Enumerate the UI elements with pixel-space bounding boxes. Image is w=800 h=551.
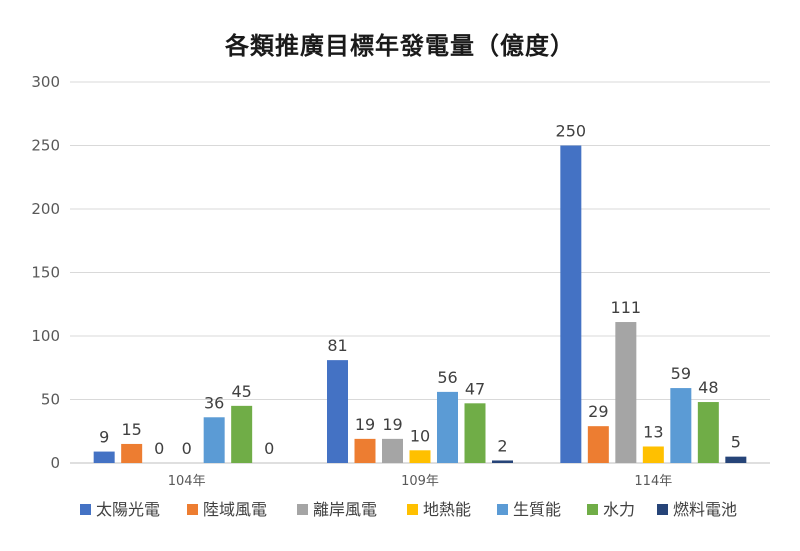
legend-swatch xyxy=(187,504,198,515)
x-tick-label: 109年 xyxy=(401,474,439,489)
legend-swatch xyxy=(497,504,508,515)
data-label: 47 xyxy=(465,379,485,398)
data-label: 9 xyxy=(99,428,109,447)
y-tick-label: 200 xyxy=(31,200,60,218)
bar xyxy=(93,451,115,463)
legend-swatch xyxy=(587,504,598,515)
data-label: 81 xyxy=(327,336,347,355)
data-label: 250 xyxy=(556,122,587,141)
data-label: 2 xyxy=(497,436,507,455)
bar xyxy=(409,450,431,463)
data-label: 36 xyxy=(204,393,224,412)
bar xyxy=(697,402,719,463)
bar xyxy=(642,446,664,463)
data-label: 0 xyxy=(264,439,274,458)
y-tick-label: 0 xyxy=(50,454,60,472)
bar xyxy=(464,403,486,463)
legend-label: 水力 xyxy=(603,500,635,519)
x-axis-ticks: 104年 109年 114年 xyxy=(168,474,672,489)
legend-label: 陸域風電 xyxy=(203,500,267,519)
bar xyxy=(587,426,609,463)
data-label: 48 xyxy=(698,378,718,397)
chart-title: 各類推廣目標年發電量（億度） xyxy=(224,32,575,60)
y-tick-label: 100 xyxy=(31,327,60,345)
legend-swatch xyxy=(407,504,418,515)
bar xyxy=(492,460,513,463)
y-tick-label: 150 xyxy=(31,264,60,282)
bar xyxy=(203,417,225,463)
data-label: 19 xyxy=(355,415,375,434)
y-tick-label: 50 xyxy=(41,391,60,409)
legend-label: 太陽光電 xyxy=(96,500,160,519)
data-label: 19 xyxy=(382,415,402,434)
y-tick-label: 300 xyxy=(31,73,60,91)
data-label: 45 xyxy=(231,382,251,401)
bar xyxy=(382,438,403,463)
legend-swatch xyxy=(80,504,91,515)
bar xyxy=(231,405,253,463)
data-label: 15 xyxy=(121,420,141,439)
legend-label: 生質能 xyxy=(513,500,561,519)
gridlines xyxy=(70,81,770,464)
data-label: 111 xyxy=(611,298,642,317)
bar xyxy=(725,456,747,463)
data-label: 0 xyxy=(154,439,164,458)
x-tick-label: 104年 xyxy=(168,474,206,489)
bar xyxy=(327,360,348,463)
bar xyxy=(615,322,637,463)
y-axis-ticks: 0 50 100 150 200 250 300 xyxy=(31,73,60,472)
bar xyxy=(354,438,376,463)
legend-label: 地熱能 xyxy=(423,500,471,519)
legend-swatch xyxy=(297,504,308,515)
y-tick-label: 250 xyxy=(31,137,60,155)
data-label: 56 xyxy=(437,368,457,387)
bars xyxy=(93,145,747,463)
data-label: 10 xyxy=(410,426,430,445)
x-tick-label: 114年 xyxy=(634,474,672,489)
legend: 太陽光電 陸域風電 離岸風電 地熱能 生質能 水力 燃料電池 xyxy=(80,500,737,519)
bar xyxy=(560,145,582,463)
bar xyxy=(121,443,143,463)
data-label: 29 xyxy=(588,402,608,421)
bar xyxy=(437,391,458,463)
legend-swatch xyxy=(657,504,668,515)
data-label: 59 xyxy=(671,364,691,383)
data-label: 13 xyxy=(643,422,663,441)
legend-label: 燃料電池 xyxy=(673,500,737,519)
data-label: 0 xyxy=(182,439,192,458)
data-label: 5 xyxy=(731,433,741,452)
legend-label: 離岸風電 xyxy=(313,500,377,519)
bar xyxy=(670,388,692,463)
